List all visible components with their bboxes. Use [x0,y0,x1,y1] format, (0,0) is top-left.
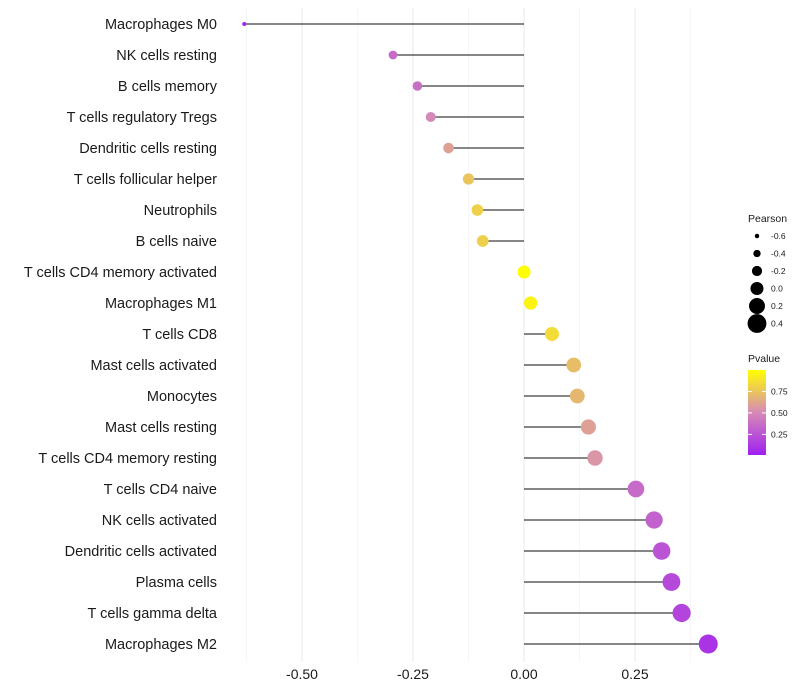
x-tick-label: -0.25 [397,666,429,682]
point [580,419,596,435]
category-label: Plasma cells [136,575,217,591]
size-legend-dot [750,281,764,296]
category-label: Mast cells resting [105,420,217,436]
category-label: NK cells activated [102,513,217,529]
point [412,81,423,91]
color-legend-bar [748,370,766,455]
color-legend-label: 0.25 [771,429,788,439]
point [569,388,585,404]
point [471,204,484,216]
category-label: T cells CD8 [142,327,217,343]
category-label: Macrophages M2 [105,637,217,653]
category-label: B cells naive [136,234,217,250]
category-label: Dendritic cells resting [79,141,217,157]
point [425,111,436,123]
point [662,573,681,591]
category-label: Macrophages M1 [105,296,217,312]
category-label: T cells follicular helper [74,172,217,188]
size-legend-dot [751,265,763,277]
category-label: Mast cells activated [90,358,217,374]
category-label: T cells CD4 memory activated [24,265,217,281]
point [566,357,582,373]
size-legend-dot [749,298,765,314]
category-label: Monocytes [147,389,217,405]
points [242,22,718,654]
category-label: T cells gamma delta [88,606,218,622]
point [587,450,603,466]
size-legend: Pearson -0.6 -0.4 -0.2 0.0 0.2 0.4 [747,213,787,333]
x-tick-label: -0.50 [286,666,318,682]
size-legend-label: -0.6 [771,231,786,241]
point [524,296,538,310]
color-legend-label: 0.50 [771,408,788,418]
grid-lines [246,8,691,662]
category-label: Neutrophils [144,203,217,219]
size-legend-label: 0.4 [771,319,783,329]
color-legend-title: Pvalue [748,353,780,365]
size-legend-dot [754,233,760,239]
category-label: T cells CD4 memory resting [38,451,217,467]
point [388,50,398,60]
category-label: T cells CD4 naive [104,482,217,498]
size-legend-label: 0.0 [771,284,783,294]
size-legend-label: 0.2 [771,301,783,311]
point [672,603,691,623]
size-legend-dot [747,314,767,333]
point [698,634,718,654]
category-labels: Macrophages M0 NK cells resting B cells me… [24,17,218,653]
point [517,265,531,279]
size-legend-label: -0.2 [771,266,786,276]
x-axis-ticks: -0.50 -0.25 0.00 0.25 [286,666,649,682]
point [652,542,671,560]
point [443,142,454,154]
stems [244,23,709,645]
point [627,480,645,498]
size-legend-dot [753,249,761,258]
x-tick-label: 0.00 [510,666,537,682]
category-label: B cells memory [118,79,218,95]
category-label: Macrophages M0 [105,17,217,33]
size-legend-label: -0.4 [771,249,786,259]
point [462,173,475,185]
point [476,235,489,247]
color-legend-label: 0.75 [771,386,788,396]
point [544,327,559,341]
category-label: Dendritic cells activated [65,544,217,560]
point [242,22,247,26]
category-label: NK cells resting [116,48,217,64]
category-label: T cells regulatory Tregs [67,110,217,126]
size-legend-title: Pearson [748,213,787,225]
x-tick-label: 0.25 [621,666,648,682]
point [645,511,663,529]
color-legend: Pvalue 0.75 0.50 0.25 [748,353,788,455]
